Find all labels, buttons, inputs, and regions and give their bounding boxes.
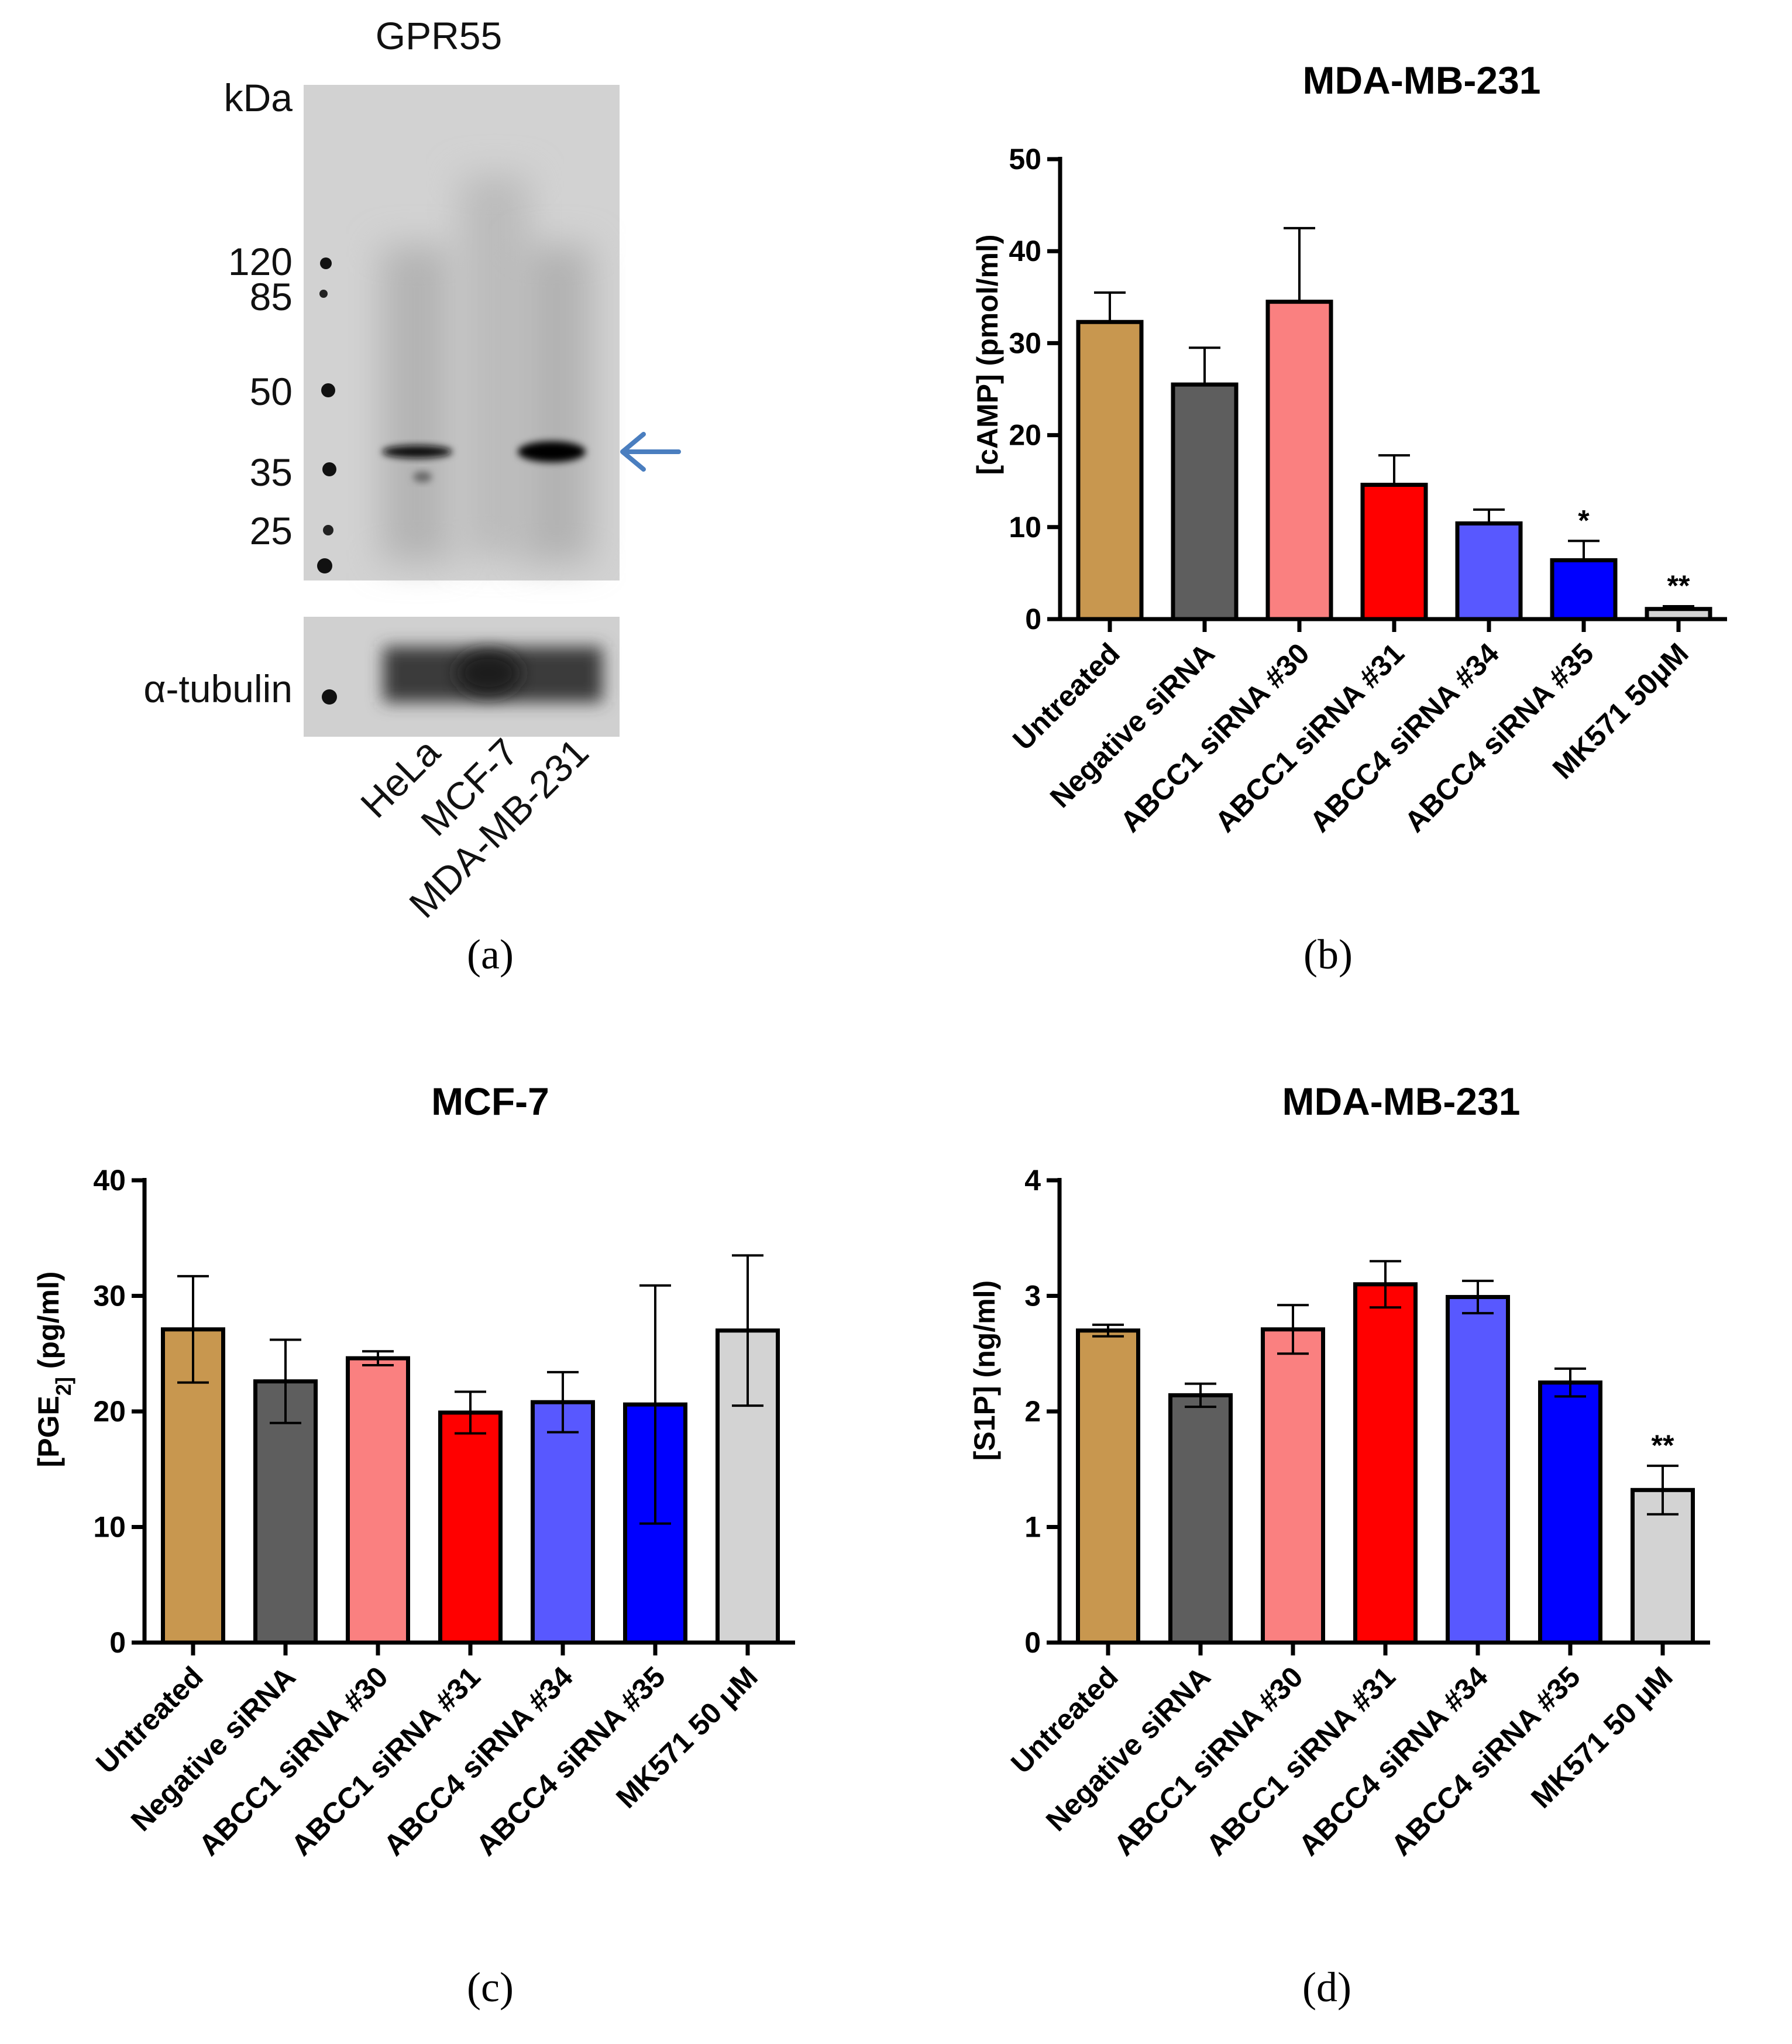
panel-c-pge2-chart: MCF-7 [PGE2] (pg/ml) (c) 010203040Untrea… — [32, 1080, 795, 2011]
panel-d-s1p-chart: MDA-MB-231 [S1P] (ng/ml) (d) 01234Untrea… — [968, 1080, 1710, 2011]
bar — [1645, 607, 1712, 621]
bar — [438, 1410, 503, 1645]
y-tick-label: 50 — [1009, 143, 1041, 176]
significance-marker: ** — [1667, 569, 1690, 602]
panel-label-b: (b) — [1303, 931, 1353, 978]
bar — [1550, 558, 1618, 621]
bar — [346, 1356, 410, 1645]
bar — [1076, 320, 1144, 621]
tubulin-ladder-dot — [322, 689, 337, 705]
bar — [1076, 1328, 1140, 1645]
gpr55-band-mdamb231 — [518, 441, 586, 462]
significance-marker: * — [1578, 504, 1590, 537]
bar — [1261, 1327, 1325, 1645]
chart-title: MDA-MB-231 — [1302, 59, 1540, 102]
gpr55-band-hela — [382, 445, 452, 458]
marker-label: 35 — [250, 451, 293, 494]
panel-label-c: (c) — [467, 1964, 514, 2011]
tubulin-band-mcf7 — [456, 651, 521, 695]
lane-smear-mcf7 — [460, 176, 529, 556]
y-axis-label: [cAMP] (pmol/ml) — [971, 234, 1004, 475]
ladder-band-bottom — [317, 558, 332, 573]
panel-label-a: (a) — [467, 931, 514, 978]
y-axis-label: [S1P] (ng/ml) — [968, 1280, 1001, 1461]
y-tick-label: 30 — [1009, 327, 1041, 359]
kda-label: kDa — [224, 76, 293, 119]
bar — [1171, 382, 1239, 621]
bar — [1360, 482, 1428, 621]
y-tick-label: 30 — [93, 1280, 126, 1313]
marker-label: 25 — [250, 509, 293, 552]
y-tick-label: 10 — [1009, 511, 1041, 544]
panel-b-camp-chart: MDA-MB-231 [cAMP] (pmol/ml) (b) 0 10 20 30 4… — [971, 59, 1727, 978]
x-category-label: ABCC4 siRNA #34 — [1303, 637, 1505, 839]
x-category-label: ABCC1 siRNA #31 — [1209, 637, 1411, 839]
marker-label: 85 — [250, 275, 293, 318]
loading-control-label: α-tubulin — [143, 667, 293, 710]
chart-title: MDA-MB-231 — [1282, 1080, 1520, 1123]
y-tick-label: 1 — [1024, 1511, 1041, 1544]
bar — [1265, 300, 1333, 621]
x-category-label: ABCC1 siRNA #30 — [1114, 637, 1316, 839]
band-arrow-icon — [620, 432, 681, 472]
y-tick-label: 10 — [93, 1511, 126, 1544]
y-tick-label: 20 — [1009, 419, 1041, 452]
ladder-band-25 — [323, 525, 333, 535]
ladder-band-120 — [320, 257, 332, 269]
y-tick-label: 20 — [93, 1395, 126, 1428]
bar — [531, 1400, 595, 1645]
lane-smear-hela — [381, 246, 453, 562]
bar — [1353, 1282, 1418, 1645]
y-tick-label: 40 — [1009, 235, 1041, 267]
blot-title: GPR55 — [376, 14, 502, 57]
y-tick-label: 4 — [1024, 1164, 1041, 1197]
marker-label: 50 — [250, 370, 293, 413]
x-category-label: Negative siRNA — [1040, 1660, 1217, 1837]
significance-marker: ** — [1652, 1429, 1674, 1462]
bar — [1538, 1380, 1602, 1645]
y-tick-label: 40 — [93, 1164, 126, 1197]
y-tick-label: 0 — [1024, 1626, 1041, 1659]
chart-title: MCF-7 — [431, 1080, 549, 1123]
panel-a-western-blot: GPR55 kDa 120 85 50 35 25 α — [143, 14, 681, 978]
bar — [1168, 1393, 1233, 1645]
ladder-band-50 — [321, 383, 335, 397]
faint-band-hela — [413, 472, 432, 482]
bar — [1455, 521, 1523, 621]
marker-label: 120 — [228, 240, 293, 283]
bar — [1446, 1294, 1510, 1645]
x-category-label: ABCC4 siRNA #35 — [1398, 637, 1600, 839]
y-tick-label: 0 — [1025, 603, 1041, 635]
ladder-band-35 — [322, 462, 336, 476]
lane-smear-mdamb231 — [522, 246, 591, 562]
x-category-label: Negative siRNA — [1044, 637, 1221, 814]
panel-label-d: (d) — [1302, 1964, 1351, 2011]
y-axis-label: [PGE2] (pg/ml) — [32, 1272, 75, 1468]
y-tick-label: 0 — [109, 1626, 126, 1659]
y-tick-label: 3 — [1024, 1280, 1041, 1313]
ladder-band-85 — [319, 290, 328, 298]
x-category-label: Negative siRNA — [125, 1660, 302, 1837]
y-tick-label: 2 — [1024, 1395, 1041, 1428]
